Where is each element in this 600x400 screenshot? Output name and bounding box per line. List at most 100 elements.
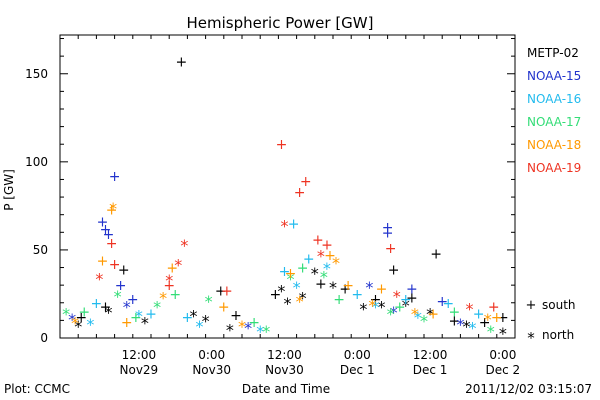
point-south-noaa-19: + [294, 185, 306, 201]
point-south-noaa-16: + [400, 292, 412, 308]
point-north-noaa-18: * [368, 296, 376, 315]
marker-legend-label: north [542, 328, 574, 342]
point-north-metp-02: * [329, 278, 337, 297]
point-north-metp-02: * [299, 289, 307, 308]
point-north-noaa-19: * [180, 236, 188, 255]
point-south-noaa-19: + [385, 241, 397, 257]
point-north-metp-02: * [402, 296, 410, 315]
point-north-noaa-18: * [296, 292, 304, 311]
point-south-noaa-18: + [342, 278, 354, 294]
point-north-noaa-18: * [159, 289, 167, 308]
x-tick-label-date: Nov29 [120, 363, 159, 377]
point-south-metp-02: + [406, 290, 418, 306]
point-north-noaa-17: * [487, 322, 495, 341]
marker-legend-symbol: * [527, 329, 535, 347]
point-south-noaa-16: + [279, 264, 291, 280]
point-north-noaa-15: * [68, 310, 76, 329]
point-south-noaa-17: + [333, 292, 345, 308]
point-north-noaa-19: * [393, 287, 401, 306]
point-north-noaa-19: * [466, 299, 474, 318]
marker-legend-symbol: + [526, 298, 537, 313]
point-south-metp-02: + [448, 313, 460, 329]
point-north-metp-02: * [189, 306, 197, 325]
point-north-metp-02: * [277, 282, 285, 301]
point-south-noaa-18: + [324, 248, 336, 264]
point-north-noaa-15: * [456, 315, 464, 334]
point-north-noaa-17: * [205, 292, 213, 311]
point-north-noaa-17: * [387, 305, 395, 324]
point-south-noaa-16: + [145, 306, 157, 322]
point-north-noaa-19: * [317, 246, 325, 265]
point-south-noaa-16: + [351, 287, 363, 303]
point-north-noaa-16: * [256, 322, 264, 341]
point-south-noaa-19: + [163, 278, 175, 294]
point-south-noaa-17: + [78, 305, 90, 321]
point-north-metp-02: * [226, 320, 234, 339]
point-south-metp-02: + [479, 315, 491, 331]
point-south-noaa-18: + [376, 282, 388, 298]
plot-area [59, 34, 516, 339]
point-south-noaa-15: + [100, 222, 112, 238]
point-north-noaa-17: * [262, 322, 270, 341]
point-south-noaa-18: + [121, 315, 133, 331]
y-tick-label: 150 [25, 67, 48, 81]
point-south-noaa-17: + [130, 310, 142, 326]
legend-item-noaa-15: NOAA-15 [527, 69, 581, 83]
point-south-noaa-18: + [427, 306, 439, 322]
point-north-noaa-16: * [293, 278, 301, 297]
x-axis-label: Date and Time [242, 382, 330, 396]
point-south-metp-02: + [175, 54, 187, 70]
point-south-noaa-16: + [303, 252, 315, 268]
point-south-noaa-18: + [97, 253, 109, 269]
point-south-noaa-17: + [248, 315, 260, 331]
point-south-noaa-15: + [382, 220, 394, 236]
point-north-noaa-17: * [420, 312, 428, 331]
point-north-metp-02: * [311, 264, 319, 283]
point-north-noaa-17: * [287, 269, 295, 288]
x-tick-label-date: Dec 1 [340, 363, 375, 377]
point-south-noaa-16: + [182, 310, 194, 326]
point-north-noaa-15: * [365, 278, 373, 297]
legend-item-noaa-18: NOAA-18 [527, 138, 581, 152]
point-north-metp-02: * [202, 312, 210, 331]
point-north-metp-02: * [359, 299, 367, 318]
point-north-metp-02: * [105, 303, 113, 322]
point-north-noaa-18: * [109, 199, 117, 218]
point-south-noaa-15: + [382, 225, 394, 241]
point-north-noaa-15: * [123, 298, 131, 317]
point-north-noaa-17: * [153, 298, 161, 317]
point-south-metp-02: + [269, 287, 281, 303]
x-tick-label-time: 0:00 [489, 348, 516, 362]
point-south-metp-02: + [215, 283, 227, 299]
point-south-noaa-15: + [115, 278, 127, 294]
x-tick-label-date: Nov30 [192, 363, 231, 377]
x-tick-label-time: 0:00 [344, 348, 371, 362]
point-south-noaa-19: + [106, 236, 118, 252]
point-south-noaa-17: + [448, 305, 460, 321]
point-south-metp-02: + [100, 299, 112, 315]
point-north-noaa-18: * [71, 313, 79, 332]
x-tick-label-time: 12:00 [413, 348, 448, 362]
point-south-noaa-18: + [218, 299, 230, 315]
point-north-metp-02: * [141, 313, 149, 332]
point-north-noaa-16: * [196, 317, 204, 336]
point-south-noaa-18: + [491, 310, 503, 326]
point-south-noaa-19: + [109, 257, 121, 273]
point-north-noaa-16: * [414, 308, 422, 327]
point-south-metp-02: + [430, 246, 442, 262]
point-south-metp-02: + [370, 292, 382, 308]
series-legend: METP-02 NOAA-15 NOAA-16 NOAA-17 NOAA-18 NOAA-… [527, 46, 581, 175]
point-north-metp-02: * [284, 294, 292, 313]
point-south-noaa-15: + [127, 292, 139, 308]
point-north-noaa-19: * [280, 216, 288, 235]
point-north-noaa-17: * [114, 287, 122, 306]
x-tick-label-time: 12:00 [267, 348, 302, 362]
point-north-metp-02: * [74, 317, 82, 336]
point-south-noaa-19: + [300, 174, 312, 190]
point-south-noaa-16: + [473, 306, 485, 322]
point-south-noaa-19: + [488, 299, 500, 315]
chart-title: Hemispheric Power [GW] [187, 14, 374, 32]
point-south-noaa-19: + [321, 238, 333, 254]
legend-item-metp-02: METP-02 [527, 46, 579, 60]
